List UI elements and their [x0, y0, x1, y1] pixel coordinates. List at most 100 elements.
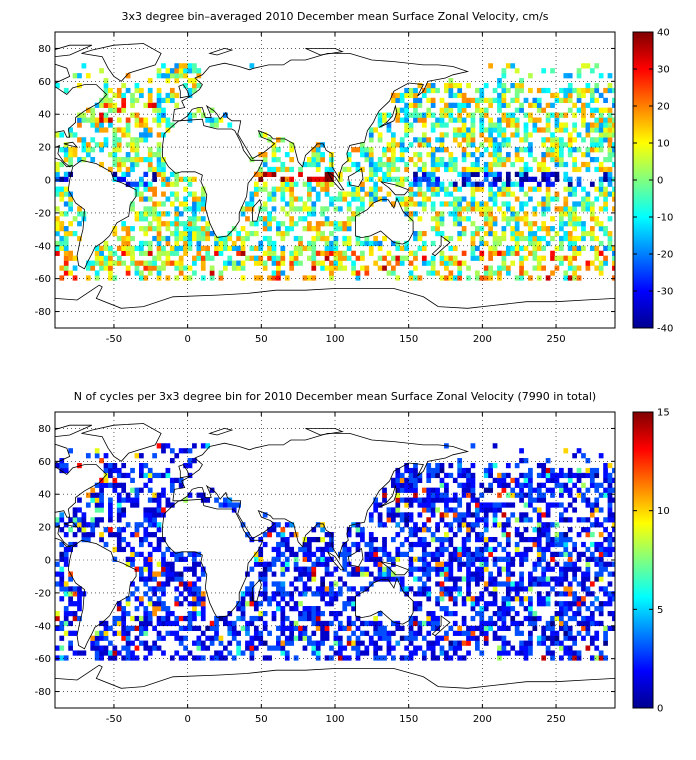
heatmap-cell — [63, 245, 69, 252]
heatmap-cell — [311, 551, 317, 558]
heatmap-cell — [152, 645, 157, 651]
heatmap-cell — [196, 551, 202, 558]
heatmap-cell — [421, 507, 427, 513]
heatmap-cell — [63, 176, 69, 182]
heatmap-cell — [598, 186, 604, 192]
heatmap-cell — [63, 546, 69, 553]
heatmap-cell — [108, 650, 113, 656]
heatmap-cell — [63, 581, 69, 587]
heatmap-cell — [439, 255, 445, 261]
heatmap-cell — [134, 245, 140, 252]
heatmap-cell — [178, 576, 184, 582]
heatmap-cell — [333, 260, 339, 266]
heatmap-cell — [121, 260, 127, 266]
heatmap-cell — [200, 615, 206, 622]
heatmap-cell — [72, 275, 78, 281]
heatmap-cell — [483, 467, 489, 474]
heatmap-cell — [152, 171, 157, 178]
heatmap-cell — [103, 255, 109, 261]
heatmap-cell — [594, 245, 600, 252]
heatmap-cell — [563, 255, 569, 261]
heatmap-cell — [519, 561, 524, 567]
heatmap-cell — [567, 186, 573, 192]
heatmap-cell — [346, 546, 352, 553]
heatmap-cell — [505, 536, 511, 543]
heatmap-cell — [519, 497, 524, 503]
heatmap-cell — [355, 186, 361, 192]
heatmap-cell — [466, 275, 471, 281]
heatmap-cell — [444, 191, 449, 197]
heatmap-cell — [253, 615, 259, 622]
heatmap-cell — [143, 472, 149, 479]
heatmap-cell — [165, 250, 171, 256]
heatmap-cell — [594, 250, 600, 256]
heatmap-cell — [541, 235, 547, 242]
heatmap-cell — [355, 532, 361, 538]
heatmap-cell — [134, 615, 140, 622]
heatmap-cell — [501, 82, 507, 89]
heatmap-cell — [581, 196, 586, 202]
heatmap-cell — [532, 527, 538, 533]
heatmap-cell — [470, 482, 476, 488]
heatmap-cell — [479, 630, 485, 636]
heatmap-cell — [116, 615, 122, 622]
heatmap-cell — [492, 97, 498, 104]
heatmap-cell — [430, 472, 436, 479]
heatmap-cell — [249, 615, 255, 622]
heatmap-cell — [408, 482, 414, 488]
heatmap-cell — [612, 275, 615, 281]
heatmap-cell — [581, 117, 586, 123]
heatmap-cell — [563, 566, 569, 572]
heatmap-cell — [545, 522, 551, 528]
heatmap-cell — [174, 196, 180, 202]
heatmap-cell — [130, 206, 135, 212]
heatmap-cell — [607, 117, 613, 123]
heatmap-cell — [121, 497, 127, 503]
heatmap-cell — [514, 87, 520, 94]
heatmap-cell — [603, 191, 608, 197]
heatmap-cell — [457, 112, 463, 118]
heatmap-cell — [342, 255, 348, 261]
heatmap-cell — [187, 92, 193, 99]
heatmap-cell — [302, 581, 308, 587]
heatmap-cell — [550, 536, 555, 543]
heatmap-cell — [386, 512, 392, 518]
heatmap-cell — [231, 630, 237, 636]
x-tick-label: 200 — [473, 334, 492, 345]
heatmap-cell — [116, 512, 122, 518]
heatmap-cell — [567, 92, 573, 99]
heatmap-cell — [178, 615, 184, 622]
heatmap-cell — [598, 226, 604, 232]
heatmap-cell — [139, 541, 144, 548]
heatmap-cell — [373, 171, 379, 178]
heatmap-cell — [94, 448, 100, 454]
heatmap-cell — [426, 171, 432, 178]
heatmap-cell — [581, 226, 586, 232]
heatmap-cell — [63, 186, 69, 192]
heatmap-cell — [147, 556, 153, 562]
heatmap-cell — [209, 122, 215, 128]
heatmap-cell — [59, 196, 65, 202]
heatmap-cell — [399, 497, 405, 503]
heatmap-cell — [483, 97, 489, 104]
heatmap-cell — [550, 650, 555, 656]
heatmap-cell — [404, 102, 409, 108]
heatmap-cell — [187, 581, 193, 587]
heatmap-cell — [68, 601, 73, 607]
heatmap-cell — [483, 527, 489, 533]
heatmap-cell — [214, 620, 219, 627]
heatmap-cell — [514, 147, 520, 153]
heatmap-cell — [421, 117, 427, 123]
heatmap-cell — [99, 492, 104, 498]
heatmap-cell — [337, 586, 343, 592]
heatmap-cell — [139, 211, 144, 217]
heatmap-cell — [320, 576, 325, 582]
heatmap-cell — [417, 591, 423, 597]
heatmap-cell — [320, 640, 325, 646]
heatmap-cell — [479, 127, 485, 133]
coastline — [67, 159, 137, 270]
heatmap-cell — [63, 240, 69, 247]
heatmap-cell — [545, 240, 551, 247]
y-tick-label: -80 — [35, 687, 51, 698]
heatmap-cell — [77, 117, 82, 123]
